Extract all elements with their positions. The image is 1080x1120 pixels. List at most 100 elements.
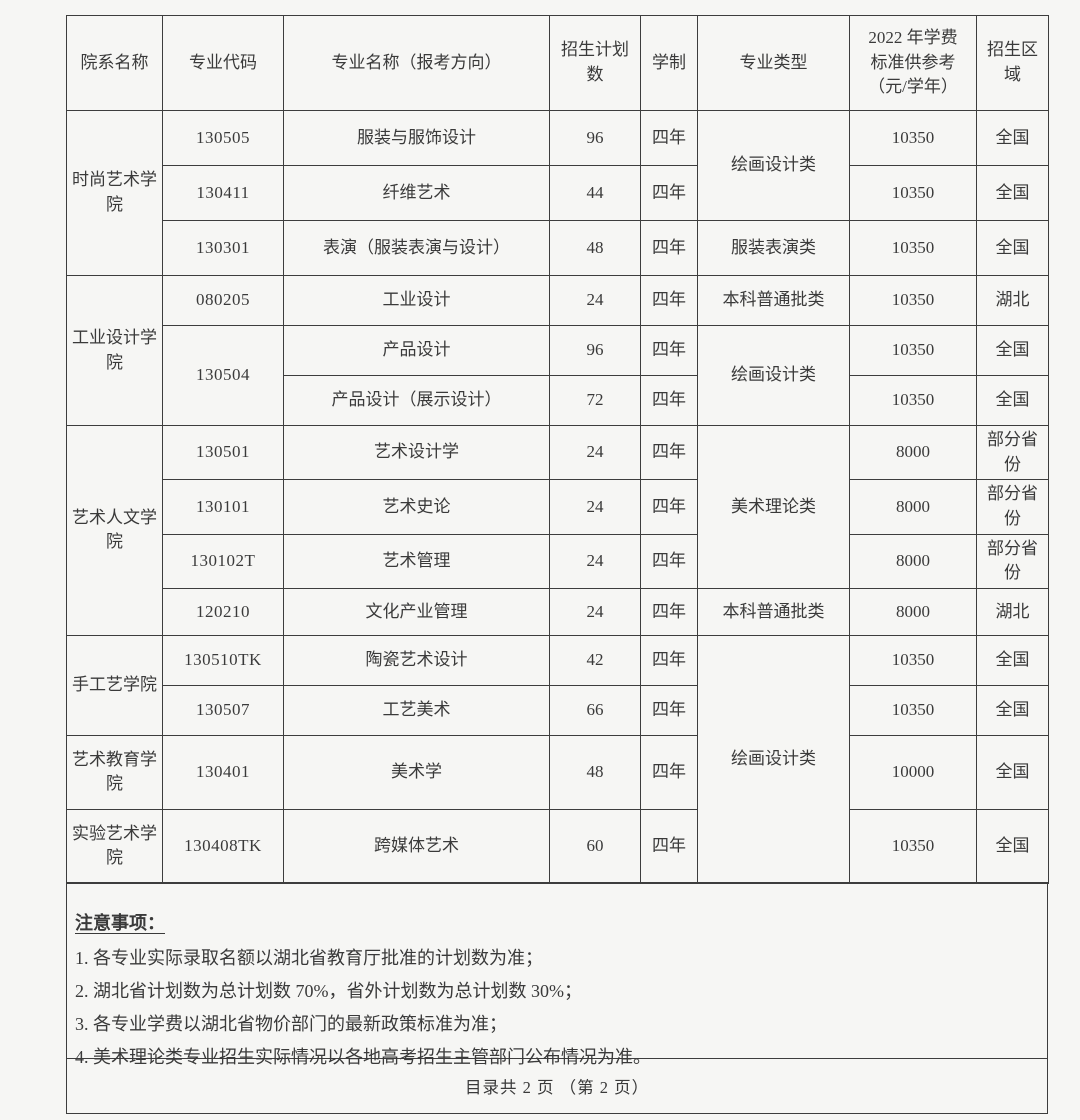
major-code-cell: 130401	[162, 734, 284, 810]
header-major-type: 专业类型	[697, 15, 850, 111]
header-major-code: 专业代码	[162, 15, 284, 111]
duration-cell: 四年	[640, 220, 698, 276]
major-name-cell: 艺术设计学	[283, 424, 550, 481]
tuition-cell: 10350	[849, 634, 977, 686]
tuition-cell: 8000	[849, 479, 977, 535]
major-code-cell: 080205	[162, 275, 284, 326]
header-duration: 学制	[640, 15, 698, 111]
tuition-cell: 10350	[849, 220, 977, 276]
region-cell: 湖北	[976, 587, 1049, 636]
major-code-cell: 130408TK	[162, 808, 284, 884]
major-name-cell: 表演（服装表演与设计）	[283, 220, 550, 276]
major-type-cell: 美术理论类	[697, 425, 850, 589]
major-code-cell: 130505	[162, 110, 284, 166]
tuition-cell: 8000	[849, 533, 977, 589]
table-row: 产品设计（展示设计） 72 四年 10350 全国	[67, 375, 1049, 426]
duration-cell: 四年	[640, 110, 698, 166]
major-name-cell: 服装与服饰设计	[283, 110, 550, 166]
plan-count-cell: 72	[549, 375, 641, 426]
header-department: 院系名称	[66, 15, 163, 111]
major-name-cell: 产品设计	[283, 325, 550, 376]
tuition-cell: 10350	[849, 808, 977, 884]
region-cell: 部分省份	[976, 533, 1049, 589]
major-type-cell: 服装表演类	[697, 220, 850, 276]
region-cell: 部分省份	[976, 479, 1049, 535]
footer-section: 目录共 2 页 （第 2 页）	[66, 1057, 1048, 1114]
major-name-cell: 跨媒体艺术	[283, 808, 550, 884]
major-code-cell: 130301	[162, 220, 284, 276]
header-plan-count: 招生计划数	[549, 15, 641, 111]
tuition-cell: 8000	[849, 587, 977, 636]
department-cell: 手工艺学院	[66, 634, 163, 736]
major-code-cell: 130504	[162, 325, 284, 426]
department-cell: 工业设计学院	[66, 275, 163, 426]
duration-cell: 四年	[640, 325, 698, 376]
plan-count-cell: 96	[549, 325, 641, 376]
plan-count-cell: 24	[549, 533, 641, 589]
plan-count-cell: 66	[549, 684, 641, 736]
table-row: 实验艺术学院 130408TK 跨媒体艺术 60 四年 10350 全国	[66, 808, 1049, 884]
major-name-cell: 艺术史论	[283, 479, 550, 535]
plan-count-cell: 24	[549, 275, 641, 326]
major-name-cell: 美术学	[283, 734, 550, 810]
note-item: 3. 各专业学费以湖北省物价部门的最新政策标准为准；	[75, 1014, 507, 1035]
plan-count-cell: 44	[549, 165, 641, 221]
tuition-cell: 8000	[849, 424, 977, 481]
department-cell: 艺术人文学院	[66, 425, 163, 636]
table-row: 艺术人文学院 130501 艺术设计学 24 四年 美术理论类 8000 部分省…	[66, 424, 1049, 636]
tuition-cell: 10350	[849, 684, 977, 736]
table-row: 130101 艺术史论 24 四年 8000 部分省份	[67, 479, 1049, 535]
major-type-cell: 绘画设计类	[697, 325, 850, 426]
plan-count-cell: 60	[549, 808, 641, 884]
table-row: 工业设计学院 080205 工业设计 24 四年 本科普通批类 10350 湖北	[66, 275, 1049, 426]
department-cell: 时尚艺术学院	[66, 110, 163, 276]
duration-cell: 四年	[640, 165, 698, 221]
duration-cell: 四年	[640, 479, 698, 535]
tuition-cell: 10350	[849, 165, 977, 221]
major-code-cell: 130507	[162, 684, 284, 736]
plan-count-cell: 24	[549, 424, 641, 481]
table-row: 130301 表演（服装表演与设计） 48 四年 服装表演类 10350 全国	[67, 220, 1049, 276]
header-major-name: 专业名称（报考方向）	[283, 15, 550, 111]
duration-cell: 四年	[640, 275, 698, 326]
duration-cell: 四年	[640, 684, 698, 736]
header-region: 招生区域	[976, 15, 1049, 111]
plan-count-cell: 42	[549, 634, 641, 686]
region-cell: 全国	[976, 634, 1049, 686]
major-name-cell: 陶瓷艺术设计	[283, 634, 550, 686]
table-row: 手工艺学院 130510TK 陶瓷艺术设计 42 四年 绘画设计类 10350 …	[66, 634, 1049, 884]
major-name-cell: 文化产业管理	[283, 587, 550, 636]
region-cell: 全国	[976, 220, 1049, 276]
major-code-cell: 130101	[162, 479, 284, 535]
region-cell: 全国	[976, 165, 1049, 221]
table-row: 时尚艺术学院 130505 服装与服饰设计 96 四年 绘画设计类 10350 …	[66, 110, 1049, 276]
major-code-cell: 130102T	[162, 533, 284, 589]
duration-cell: 四年	[640, 375, 698, 426]
duration-cell: 四年	[640, 634, 698, 686]
department-cell: 艺术教育学院	[66, 734, 163, 810]
major-code-cell: 120210	[162, 587, 284, 636]
table-row: 130102T 艺术管理 24 四年 8000 部分省份	[67, 533, 1049, 589]
plan-count-cell: 24	[549, 479, 641, 535]
major-name-cell: 纤维艺术	[283, 165, 550, 221]
major-name-cell: 工业设计	[283, 275, 550, 326]
region-cell: 全国	[976, 808, 1049, 884]
duration-cell: 四年	[640, 734, 698, 810]
major-code-cell: 130411	[162, 165, 284, 221]
major-name-cell: 工艺美术	[283, 684, 550, 736]
table-header-row: 院系名称 专业代码 专业名称（报考方向） 招生计划数 学制 专业类型 2022 …	[66, 15, 1049, 111]
duration-cell: 四年	[640, 808, 698, 884]
note-item: 4. 美术理论类专业招生实际情况以各地高考招生主管部门公布情况为准。	[75, 1047, 651, 1068]
notes-section: 注意事项： 1. 各专业实际录取名额以湖北省教育厅批准的计划数为准； 2. 湖北…	[66, 882, 1048, 1067]
duration-cell: 四年	[640, 587, 698, 636]
major-type-cell: 本科普通批类	[697, 275, 850, 326]
tuition-cell: 10350	[849, 325, 977, 376]
region-cell: 全国	[976, 734, 1049, 810]
plan-count-cell: 48	[549, 220, 641, 276]
major-name-cell: 艺术管理	[283, 533, 550, 589]
tuition-cell: 10350	[849, 110, 977, 166]
table-row: 艺术教育学院 130401 美术学 48 四年 10000 全国	[66, 734, 1049, 810]
department-cell: 实验艺术学院	[66, 808, 163, 884]
page-indicator: 目录共 2 页 （第 2 页）	[464, 1077, 650, 1097]
